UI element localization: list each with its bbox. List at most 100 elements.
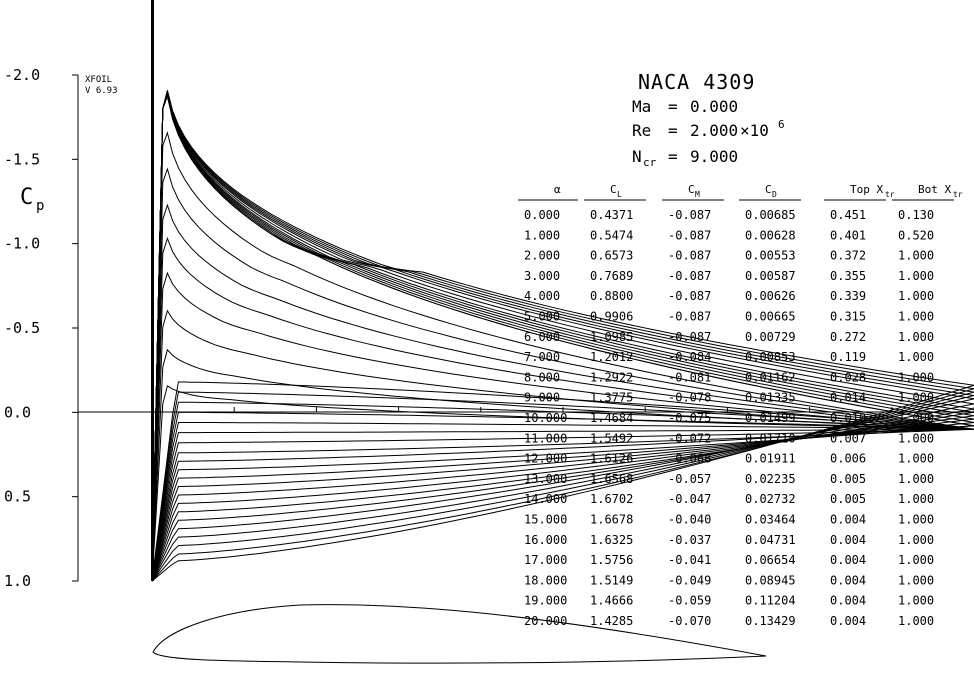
table-cell: 0.520 — [898, 228, 934, 242]
table-cell: 1.000 — [898, 269, 934, 283]
table-cell: 1.000 — [898, 513, 934, 527]
table-cell: 1.4666 — [590, 594, 633, 608]
mach-line: Ma = 0.000 — [632, 97, 738, 116]
table-cell: 15.000 — [524, 513, 567, 527]
table-cell: 1.4684 — [590, 411, 633, 425]
cp-upper-curve — [151, 385, 974, 582]
reynolds-equals: = — [668, 121, 678, 140]
cp-lower-curve — [151, 401, 974, 582]
cp-upper-curve — [151, 271, 974, 582]
table-cell: 1.5492 — [590, 431, 633, 445]
cp-upper-curve — [151, 203, 974, 582]
table-cell: -0.081 — [668, 370, 711, 384]
table-cell: 1.6325 — [590, 533, 633, 547]
table-cell: -0.041 — [668, 553, 711, 567]
table-cell: 1.000 — [898, 391, 934, 405]
table-cell: 1.6126 — [590, 452, 633, 466]
table-cell: 0.355 — [830, 269, 866, 283]
table-cell: 0.00587 — [745, 269, 796, 283]
table-header-0: α — [554, 183, 561, 196]
table-cell: 0.00729 — [745, 330, 796, 344]
table-cell: 0.5474 — [590, 228, 633, 242]
table-cell: 0.000 — [524, 208, 560, 222]
table-cell: 1.6678 — [590, 513, 633, 527]
table-cell: 0.005 — [830, 472, 866, 486]
table-cell: 0.01710 — [745, 431, 796, 445]
table-cell: 8.000 — [524, 370, 560, 384]
program-name: XFOIL — [85, 75, 112, 85]
table-cell: 0.315 — [830, 310, 866, 324]
table-cell: 0.08945 — [745, 573, 796, 587]
table-cell: 0.03464 — [745, 513, 796, 527]
cp-lower-curve — [151, 411, 974, 582]
cp-lower-curve — [151, 428, 974, 582]
table-cell: 0.00626 — [745, 289, 796, 303]
cp-lower-curve — [151, 428, 974, 582]
table-cell: 17.000 — [524, 553, 567, 567]
table-cell: 0.004 — [830, 533, 866, 547]
table-cell: 0.014 — [830, 391, 866, 405]
table-header-4: Top X — [850, 183, 883, 196]
table-cell: 1.3775 — [590, 391, 633, 405]
table-cell: -0.087 — [668, 249, 711, 263]
table-header-sub-2: M — [695, 190, 700, 199]
polar-table-body: 0.000 0.4371 -0.087 0.00685 0.451 0.130 1.000 0… — [524, 208, 934, 628]
table-cell: -0.075 — [668, 411, 711, 425]
cp-upper-curve — [151, 93, 974, 582]
cp-upper-curve — [151, 309, 974, 582]
table-cell: 1.000 — [898, 594, 934, 608]
cp-lower-curve — [151, 422, 974, 582]
table-cell: 0.00628 — [745, 228, 796, 242]
cp-upper-curve — [151, 92, 974, 582]
table-header-sub-4: tr — [885, 190, 895, 199]
table-cell: -0.040 — [668, 513, 711, 527]
table-cell: 0.004 — [830, 553, 866, 567]
cp-lower-curve — [151, 391, 974, 582]
table-cell: 1.6702 — [590, 492, 633, 506]
table-cell: 20.000 — [524, 614, 567, 628]
table-cell: 0.130 — [898, 208, 934, 222]
table-cell: 7.000 — [524, 350, 560, 364]
table-cell: 6.000 — [524, 330, 560, 344]
table-cell: -0.084 — [668, 350, 711, 364]
table-cell: 13.000 — [524, 472, 567, 486]
reynolds-exponent: 6 — [778, 118, 785, 131]
table-cell: 1.000 — [898, 330, 934, 344]
ncrit-equals: = — [668, 147, 678, 166]
table-cell: 1.5149 — [590, 573, 633, 587]
table-cell: -0.087 — [668, 310, 711, 324]
table-cell: 1.000 — [898, 370, 934, 384]
table-cell: 0.00853 — [745, 350, 796, 364]
reynolds-times: ×10 — [740, 121, 769, 140]
cp-upper-curve — [151, 92, 974, 582]
table-cell: 12.000 — [524, 452, 567, 466]
table-cell: -0.059 — [668, 594, 711, 608]
table-cell: 1.2922 — [590, 370, 633, 384]
cp-lower-curve — [151, 428, 974, 582]
table-cell: 1.000 — [898, 289, 934, 303]
table-cell: 0.7689 — [590, 269, 633, 283]
table-cell: -0.047 — [668, 492, 711, 506]
table-cell: 1.000 — [524, 228, 560, 242]
table-cell: 1.2012 — [590, 350, 633, 364]
airfoil-outline — [152, 604, 767, 664]
table-cell: 1.000 — [898, 533, 934, 547]
table-cell: 0.00665 — [745, 310, 796, 324]
table-cell: 1.000 — [898, 452, 934, 466]
mach-label: Ma — [632, 97, 651, 116]
y-tick-label: -0.5 — [4, 319, 40, 337]
cp-upper-curve — [151, 90, 974, 582]
table-header-3: C — [765, 183, 772, 196]
cp-curves — [151, 89, 974, 582]
table-cell: 1.000 — [898, 614, 934, 628]
table-cell: 0.005 — [830, 492, 866, 506]
table-cell: 16.000 — [524, 533, 567, 547]
y-tick-label: 0.0 — [4, 403, 31, 421]
table-cell: 0.006 — [830, 452, 866, 466]
table-cell: 4.000 — [524, 289, 560, 303]
y-tick-label: -1.5 — [4, 150, 40, 168]
table-header-sub-5: tr — [953, 190, 963, 199]
y-tick-label: 1.0 — [4, 572, 31, 590]
table-cell: 0.339 — [830, 289, 866, 303]
table-cell: 18.000 — [524, 573, 567, 587]
